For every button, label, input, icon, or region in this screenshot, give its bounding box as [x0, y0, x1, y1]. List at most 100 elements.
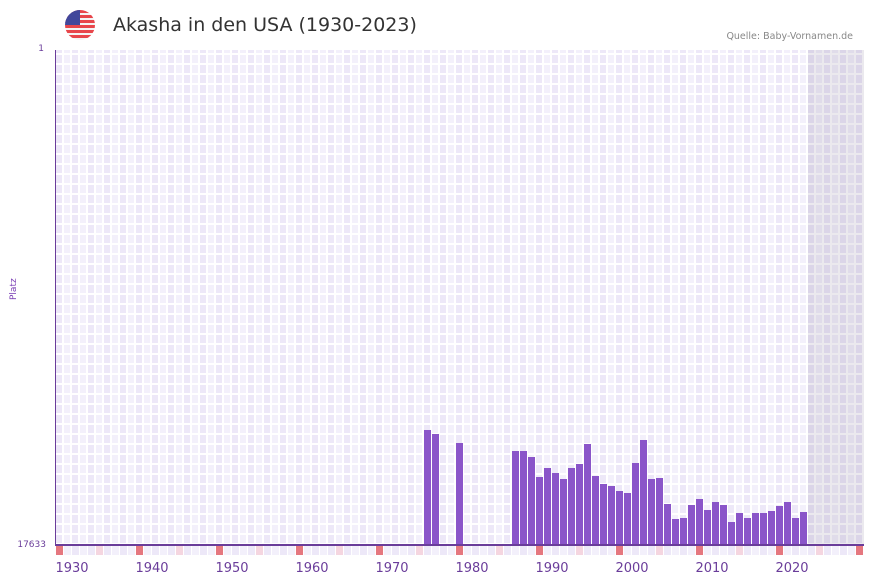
grid-cell	[672, 385, 680, 395]
grid-cell	[616, 235, 624, 245]
grid-cell	[216, 125, 224, 135]
grid-cell	[408, 135, 416, 145]
grid-cell	[512, 275, 520, 285]
grid-cell	[600, 95, 608, 105]
grid-cell	[344, 135, 352, 145]
grid-cell	[208, 285, 216, 295]
grid-cell	[232, 55, 240, 65]
grid-cell	[376, 225, 384, 235]
grid-cell	[280, 85, 288, 95]
grid-cell	[128, 50, 136, 55]
grid-cell	[80, 375, 88, 385]
grid-cell	[368, 95, 376, 105]
grid-cell	[240, 55, 248, 65]
grid-cell	[464, 265, 472, 275]
grid-cell	[344, 175, 352, 185]
grid-cell	[512, 225, 520, 235]
grid-cell	[312, 85, 320, 95]
grid-cell	[112, 65, 120, 75]
grid-cell	[104, 495, 112, 505]
grid-cell	[224, 445, 232, 455]
grid-cell	[104, 335, 112, 345]
grid-cell	[176, 505, 184, 515]
grid-cell	[392, 245, 400, 255]
grid-cell	[720, 445, 728, 455]
grid-cell	[824, 315, 832, 325]
grid-cell	[416, 485, 424, 495]
grid-cell	[248, 345, 256, 355]
grid-cell	[336, 335, 344, 345]
grid-cell	[648, 285, 656, 295]
grid-cell	[336, 285, 344, 295]
grid-cell	[264, 355, 272, 365]
grid-cell	[752, 425, 760, 435]
grid-cell	[312, 255, 320, 265]
grid-cell	[536, 50, 544, 55]
grid-cell	[528, 225, 536, 235]
grid-cell	[488, 105, 496, 115]
grid-cell	[480, 205, 488, 215]
grid-cell	[384, 465, 392, 475]
grid-cell	[328, 475, 336, 485]
grid-cell	[664, 165, 672, 175]
grid-cell	[696, 465, 704, 475]
grid-cell	[608, 315, 616, 325]
grid-cell	[480, 135, 488, 145]
grid-cell	[328, 50, 336, 55]
grid-cell	[312, 55, 320, 65]
grid-cell	[648, 265, 656, 275]
grid-cell	[768, 175, 776, 185]
grid-cell	[800, 215, 808, 225]
grid-cell	[720, 85, 728, 95]
grid-cell	[832, 345, 840, 355]
grid-cell	[472, 455, 480, 465]
grid-cell	[208, 125, 216, 135]
grid-cell	[528, 85, 536, 95]
grid-cell	[440, 465, 448, 475]
grid-cell	[304, 215, 312, 225]
grid-cell	[560, 145, 568, 155]
grid-cell	[608, 375, 616, 385]
grid-cell	[600, 435, 608, 445]
grid-cell	[680, 145, 688, 155]
grid-cell	[640, 355, 648, 365]
grid-cell	[656, 235, 664, 245]
grid-cell	[208, 95, 216, 105]
grid-cell	[112, 395, 120, 405]
grid-cell	[216, 405, 224, 415]
grid-cell	[248, 145, 256, 155]
grid-cell	[328, 465, 336, 475]
grid-cell	[344, 375, 352, 385]
grid-cell	[264, 395, 272, 405]
grid-cell	[376, 235, 384, 245]
grid-cell	[544, 385, 552, 395]
grid-cell	[120, 95, 128, 105]
grid-cell	[336, 105, 344, 115]
grid-cell	[592, 265, 600, 275]
grid-cell	[448, 145, 456, 155]
grid-cell	[584, 435, 592, 445]
grid-cell	[416, 335, 424, 345]
grid-cell	[608, 445, 616, 455]
grid-cell	[192, 385, 200, 395]
grid-cell	[232, 495, 240, 505]
grid-cell	[168, 85, 176, 95]
grid-cell	[96, 525, 104, 535]
grid-cell	[96, 55, 104, 65]
grid-cell	[88, 75, 96, 85]
grid-cell	[96, 375, 104, 385]
grid-cell	[80, 205, 88, 215]
grid-cell	[208, 475, 216, 485]
grid-cell	[704, 285, 712, 295]
grid-cell	[808, 75, 816, 85]
grid-cell	[248, 175, 256, 185]
grid-cell	[520, 435, 528, 445]
grid-cell	[296, 285, 304, 295]
grid-cell	[256, 295, 264, 305]
grid-cell	[232, 65, 240, 75]
grid-cell	[552, 75, 560, 85]
grid-cell	[624, 285, 632, 295]
grid-cell	[168, 115, 176, 125]
grid-cell	[384, 205, 392, 215]
grid-cell	[768, 145, 776, 155]
